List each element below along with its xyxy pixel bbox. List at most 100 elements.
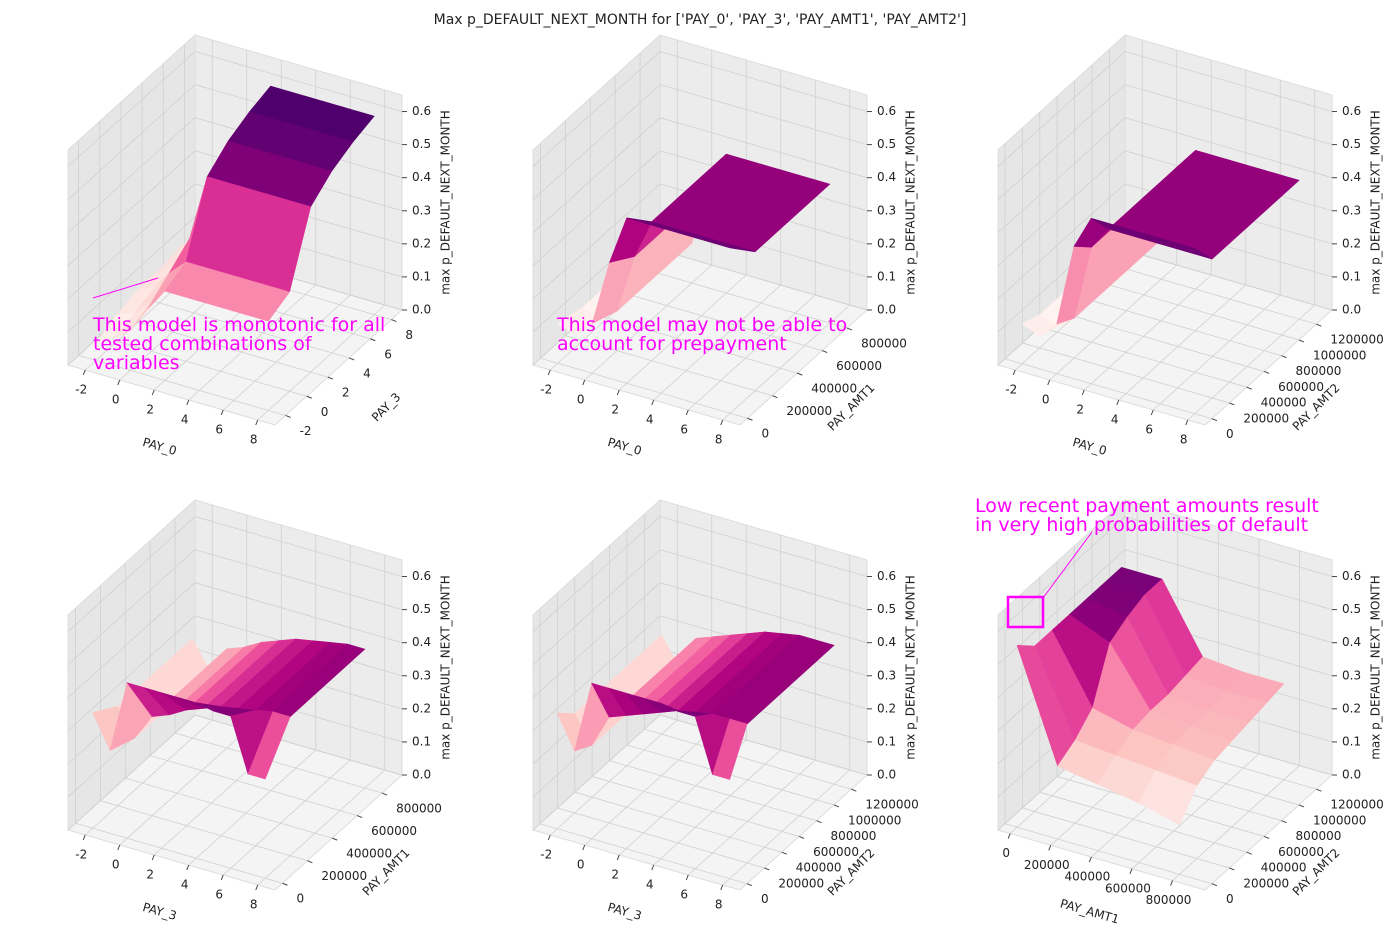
x-tick: [582, 844, 586, 851]
grid-line: [1187, 304, 1316, 421]
z-tick-label: 0.2: [877, 236, 896, 250]
z-tick-label: 0.3: [1342, 203, 1361, 217]
x-axis-label: PAY_0: [141, 435, 178, 458]
grid-line: [67, 549, 196, 665]
x-tick: [616, 854, 620, 861]
grid-line: [194, 516, 403, 577]
x-tick-label: -2: [1005, 383, 1017, 397]
z-tick-label: 0.2: [877, 701, 896, 715]
x-tick-label: -2: [540, 848, 552, 862]
x-tick: [255, 419, 259, 426]
x-tick: [117, 379, 121, 386]
grid-line: [141, 297, 350, 359]
y-tick-label: 800000: [1296, 364, 1342, 378]
z-tick-label: 0.3: [412, 203, 431, 217]
x-tick: [1150, 409, 1154, 416]
grid-line: [257, 304, 386, 421]
z-tick-label: 0.1: [877, 269, 896, 283]
y-tick: [781, 851, 787, 855]
grid-line: [150, 755, 358, 816]
y-tick: [1229, 402, 1235, 406]
z-tick-label: 0.2: [412, 236, 431, 250]
grid-line: [1172, 765, 1300, 881]
z-tick-label: 0.6: [877, 104, 896, 118]
y-tick-label: 800000: [396, 802, 442, 816]
grid-line: [532, 150, 661, 267]
y-tick: [1263, 370, 1270, 374]
grid-line: [584, 264, 713, 381]
y-tick: [391, 319, 397, 323]
grid-line: [1004, 823, 1213, 885]
grid-line: [99, 335, 307, 397]
grid-line: [687, 294, 816, 411]
grid-line: [549, 719, 678, 836]
grid-line: [659, 249, 868, 311]
grid-line: [540, 357, 748, 419]
x-tick-label: 8: [250, 898, 258, 912]
grid-line: [557, 807, 765, 869]
y-tick-label: 8: [405, 328, 413, 342]
grid-line: [574, 791, 782, 853]
grid-line: [997, 51, 1126, 167]
x-tick: [220, 874, 224, 881]
y-tick: [1246, 851, 1252, 855]
y-tick: [746, 883, 753, 887]
y-tick-label: 0: [296, 892, 304, 906]
z-tick-label: 0.1: [877, 734, 896, 748]
y-tick-label: 600000: [836, 359, 882, 373]
z-tick-label: 0.6: [412, 569, 431, 583]
x-tick-label: 200000: [1024, 858, 1070, 872]
x-tick: [651, 399, 655, 406]
y-tick: [772, 395, 778, 399]
x-tick-label: -2: [540, 383, 552, 397]
y-tick: [1298, 804, 1305, 808]
grid-line: [609, 760, 817, 822]
grid-line: [997, 183, 1126, 300]
x-tick: [1012, 369, 1016, 376]
z-tick-label: 0.4: [1342, 170, 1361, 184]
x-tick: [1047, 379, 1051, 386]
grid-line: [532, 117, 661, 233]
annotation-arrow: [1042, 531, 1093, 599]
z-tick-label: 0.5: [1342, 602, 1361, 616]
surface-facet: [1177, 243, 1213, 260]
annotation: This model is monotonic for all: [92, 314, 385, 336]
grid-line: [618, 274, 747, 391]
grid-line: [67, 117, 196, 233]
grid-line: [653, 284, 782, 401]
x-tick: [685, 874, 689, 881]
surface-facet: [247, 711, 291, 780]
y-tick: [282, 882, 288, 886]
y-tick-label: 1200000: [1330, 798, 1383, 812]
y-tick: [1316, 788, 1322, 792]
x-axis-label: PAY_3: [606, 900, 643, 923]
grid-line: [659, 714, 868, 776]
grid-line: [194, 549, 403, 610]
annotation: account for prepayment: [557, 333, 787, 355]
z-axis-label: max p_DEFAULT_NEXT_MONTH: [1369, 110, 1383, 295]
z-tick-label: 0.1: [412, 734, 431, 748]
grid-line: [615, 290, 823, 351]
grid-line: [1124, 117, 1333, 179]
x-tick: [720, 419, 724, 426]
grid-line: [125, 777, 333, 839]
grid-line: [722, 304, 851, 421]
z-tick-label: 0.2: [1342, 701, 1361, 715]
x-tick-label: 8: [715, 898, 723, 912]
x-tick: [582, 379, 586, 386]
y-tick-label: 400000: [1261, 396, 1307, 410]
grid-line: [722, 769, 851, 886]
z-tick-label: 0.0: [1342, 303, 1361, 317]
y-tick: [348, 357, 355, 361]
y-tick: [1281, 355, 1287, 359]
x-axis-label: PAY_AMT1: [1059, 896, 1121, 926]
y-tick: [332, 837, 338, 841]
z-tick-label: 0.4: [877, 635, 896, 649]
x-tick: [220, 409, 224, 416]
grid-line: [1083, 274, 1212, 391]
x-tick-label: 6: [680, 888, 688, 902]
grid-line: [1022, 807, 1230, 869]
x-tick: [616, 389, 620, 396]
grid-line: [1049, 264, 1178, 381]
